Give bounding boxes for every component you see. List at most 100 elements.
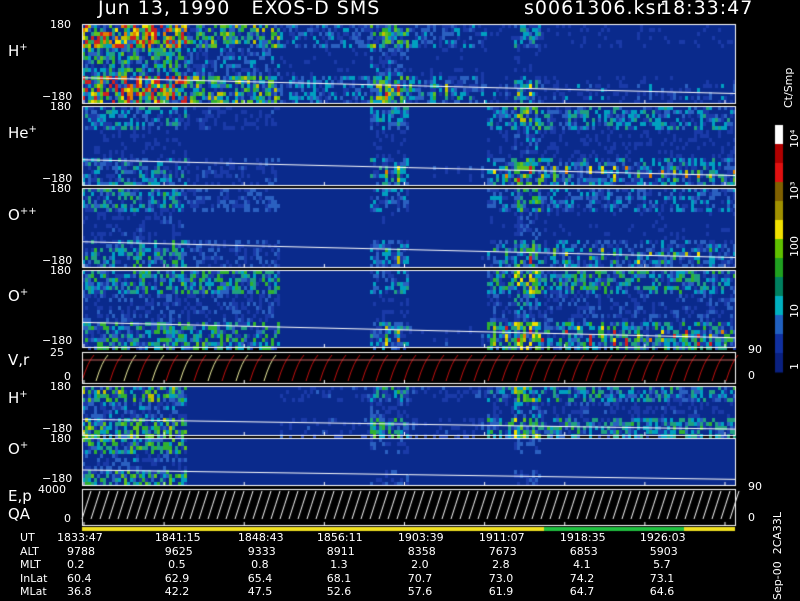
panel-label: V,r xyxy=(8,351,29,369)
table-cell: 2.0 xyxy=(411,558,429,571)
plot-title: Jun 13, 1990 EXOS-D SMS xyxy=(98,0,381,19)
table-cell: 74.2 xyxy=(569,571,595,585)
table-row-label: ALT xyxy=(20,544,39,558)
table-cell: 0.5 xyxy=(168,558,186,571)
colorbar-tick: 10³ xyxy=(788,181,800,200)
table-cell: 1856:11 xyxy=(316,531,363,544)
table-cell: 42.2 xyxy=(164,585,190,598)
ytick-top: 180 xyxy=(50,432,71,445)
table-row-label: InLat xyxy=(20,571,48,585)
panel-label: He+ xyxy=(8,124,37,142)
table-row-label: UT xyxy=(20,531,35,544)
panel-label-text: H xyxy=(8,388,20,407)
table-cell: 8358 xyxy=(407,544,436,558)
table-cell: 70.7 xyxy=(407,571,433,585)
table-cell: 47.5 xyxy=(247,585,273,598)
ytick-top: 25 xyxy=(50,346,64,359)
table-cell: 52.6 xyxy=(326,585,352,598)
ytick-bottom: −180 xyxy=(42,334,73,347)
panel-label-sup: + xyxy=(19,439,29,451)
table-cell: 5.7 xyxy=(653,558,671,571)
panel-label-text: O xyxy=(8,439,20,458)
right-ytick-top: 90 xyxy=(748,480,762,493)
table-row-label: MLT xyxy=(20,558,41,571)
table-cell: 61.9 xyxy=(488,585,514,598)
table-cell: 68.1 xyxy=(326,571,352,585)
ytick-bottom: −180 xyxy=(42,172,73,185)
table-cell: 9625 xyxy=(164,544,193,558)
panel-label-qa: QA xyxy=(8,505,31,523)
ephemeris-table: UT 1833:47 1841:15 1848:43 1856:11 1903:39 191… xyxy=(0,531,760,601)
table-cell: 8911 xyxy=(326,544,355,558)
panel-label-sup: + xyxy=(28,123,37,135)
right-ytick-bottom: 0 xyxy=(748,511,755,524)
colorbar-tick: 10 xyxy=(788,304,800,318)
colorbar-tick: 1 xyxy=(788,363,800,370)
panel-label-sup: ++ xyxy=(19,205,37,217)
table-cell: 1833:47 xyxy=(57,531,103,544)
table-cell: 9333 xyxy=(247,544,276,558)
ytick-bottom: −180 xyxy=(42,422,73,435)
panel-label-text: O xyxy=(8,205,20,224)
panel-label: E,p xyxy=(8,487,32,505)
ytick-top: 180 xyxy=(50,100,71,113)
table-cell: 57.6 xyxy=(407,585,433,598)
table-cell: 73.1 xyxy=(649,571,675,585)
panel-label: H+ xyxy=(8,389,28,407)
ytick-top: 4000 xyxy=(38,483,66,496)
panel-label-sup: + xyxy=(19,388,28,400)
panel-label-text: V,r xyxy=(8,351,30,369)
ytick-top: 180 xyxy=(50,18,71,31)
colorbar-unit: Ct/Smp xyxy=(782,67,795,108)
table-cell: 36.8 xyxy=(67,585,92,598)
table-cell: 0.8 xyxy=(251,558,269,571)
table-cell: 65.4 xyxy=(247,571,273,585)
table-cell: 1926:03 xyxy=(639,531,686,544)
ytick-bottom: −180 xyxy=(42,90,73,103)
table-cell: 1.3 xyxy=(330,558,348,571)
panel-label-text: H xyxy=(8,41,20,60)
table-cell: 2.8 xyxy=(492,558,510,571)
table-cell: 60.4 xyxy=(67,571,92,585)
ytick-bottom: −180 xyxy=(42,254,73,267)
right-ytick-bottom: 0 xyxy=(748,369,755,382)
file-name: s0061306.ksr xyxy=(524,0,666,19)
date-code: Sep-00 2CA33L xyxy=(771,511,784,600)
table-cell: 4.1 xyxy=(573,558,591,571)
panel-label-sup: + xyxy=(19,286,29,298)
ytick-bottom: 0 xyxy=(64,512,71,525)
table-cell: 1903:39 xyxy=(397,531,444,544)
panel-label: O+ xyxy=(8,440,28,458)
right-ytick-top: 90 xyxy=(748,343,762,356)
table-cell: 1918:35 xyxy=(559,531,606,544)
panel-label-text: O xyxy=(8,286,20,305)
table-cell: 9788 xyxy=(67,544,95,558)
table-cell: 64.7 xyxy=(569,585,595,598)
colorbar-tick: 10⁴ xyxy=(788,129,800,148)
table-cell: 1848:43 xyxy=(237,531,284,544)
table-cell: 1911:07 xyxy=(478,531,525,544)
panel-label: O++ xyxy=(8,206,37,224)
panel-label-text: E,p xyxy=(8,487,32,505)
table-row-label: MLat xyxy=(20,585,47,598)
table-cell: 7673 xyxy=(488,544,517,558)
panel-label-text: He xyxy=(8,123,29,142)
table-cell: 5903 xyxy=(649,544,678,558)
table-cell: 73.0 xyxy=(488,571,514,585)
table-cell: 0.2 xyxy=(67,558,85,571)
ytick-top: 180 xyxy=(50,264,71,277)
table-cell: 1841:15 xyxy=(154,531,201,544)
panel-label: O+ xyxy=(8,287,28,305)
table-cell: 62.9 xyxy=(164,571,190,585)
table-cell: 6853 xyxy=(569,544,598,558)
ytick-bottom: −180 xyxy=(42,472,73,485)
colorbar-tick: 100 xyxy=(788,236,800,257)
panel-label: H+ xyxy=(8,42,28,60)
panel-label-sup: + xyxy=(19,41,28,53)
ytick-bottom: 0 xyxy=(64,370,71,383)
file-time: 18:33:47 xyxy=(660,0,754,19)
ytick-top: 180 xyxy=(50,380,71,393)
ytick-top: 180 xyxy=(50,182,71,195)
table-cell: 64.6 xyxy=(649,585,675,598)
